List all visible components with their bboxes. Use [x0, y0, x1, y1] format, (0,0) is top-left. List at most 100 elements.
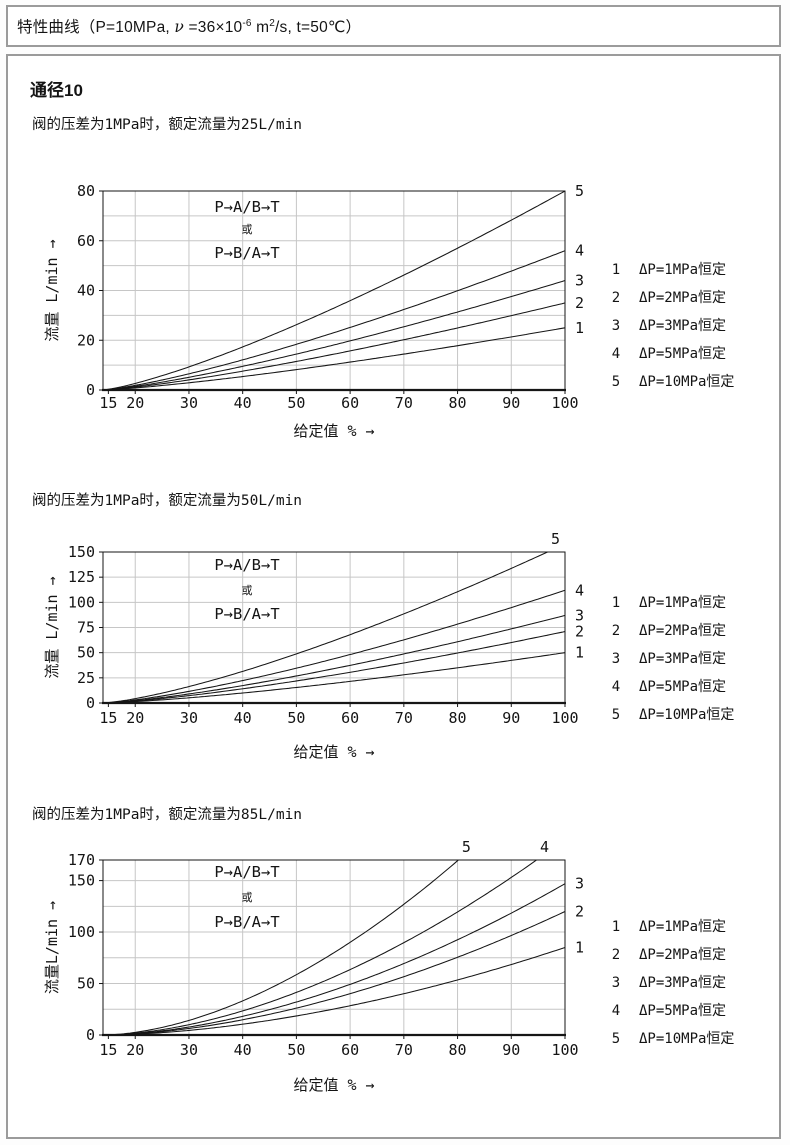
y-tick-label: 100 [68, 923, 95, 941]
x-tick-label: 60 [341, 394, 359, 412]
title-exponent: -6 [242, 17, 252, 29]
legend-row-1: 1 ΔP=1MPa恒定 [606, 913, 781, 941]
y-tick-label: 100 [68, 593, 95, 611]
legend-curve-label: ΔP=5MPa恒定 [639, 1003, 727, 1019]
curve-label-1: 1 [575, 644, 584, 662]
legend-curve-label: ΔP=1MPa恒定 [639, 595, 727, 611]
legend-row-1: 1 ΔP=1MPa恒定 [606, 589, 781, 617]
curve-label-3: 3 [575, 272, 584, 290]
legend-row-4: 4 ΔP=5MPa恒定 [606, 997, 781, 1025]
x-tick-label: 90 [502, 709, 520, 727]
x-axis-title: 给定值 % → [293, 422, 374, 440]
y-tick-label: 0 [86, 381, 95, 399]
legend-curve-number: 3 [611, 318, 621, 334]
y-axis-title: 流量 L/min → [43, 576, 61, 678]
flow-path-annotation: P→B/A→T [214, 244, 279, 262]
legend-curve-label: ΔP=10MPa恒定 [639, 707, 735, 723]
legend-row-3: 3 ΔP=3MPa恒定 [606, 312, 781, 340]
x-tick-label: 80 [449, 1041, 467, 1059]
title-exponent: 2 [269, 17, 276, 29]
curve-label-2: 2 [575, 294, 584, 312]
legend-row-1: 1 ΔP=1MPa恒定 [606, 256, 781, 284]
legend-curve-number: 5 [611, 374, 621, 390]
x-tick-label: 20 [126, 709, 144, 727]
curve-label-4: 4 [540, 838, 549, 856]
flow-path-annotation: P→A/B→T [214, 863, 279, 881]
curve-label-5: 5 [551, 530, 560, 548]
legend-curve-number: 2 [611, 290, 621, 306]
x-tick-label: 70 [395, 394, 413, 412]
legend-row-3: 3 ΔP=3MPa恒定 [606, 645, 781, 673]
legend-row-2: 2 ΔP=2MPa恒定 [606, 617, 781, 645]
y-tick-label: 20 [77, 331, 95, 349]
curve-1 [102, 327, 566, 391]
chart-2-legend: 1 ΔP=1MPa恒定 2 ΔP=2MPa恒定 3 ΔP=3MPa恒定 4 ΔP=5MPa恒定… [606, 589, 781, 729]
x-tick-label: 40 [234, 1041, 252, 1059]
x-tick-label: 15 [99, 709, 117, 727]
x-axis-title: 给定值 % → [293, 1076, 374, 1094]
legend-curve-label: ΔP=10MPa恒定 [639, 374, 735, 390]
legend-curve-number: 1 [611, 262, 621, 278]
x-tick-label: 70 [395, 1041, 413, 1059]
legend-curve-label: ΔP=3MPa恒定 [639, 975, 727, 991]
x-tick-label: 15 [99, 1041, 117, 1059]
curve-label-4: 4 [575, 242, 584, 260]
y-tick-label: 150 [68, 872, 95, 890]
curve-3 [102, 280, 566, 391]
x-tick-label: 90 [502, 1041, 520, 1059]
title-nu-symbol: ν [174, 18, 185, 36]
curve-2 [102, 630, 566, 704]
legend-row-5: 5 ΔP=10MPa恒定 [606, 701, 781, 729]
curve-label-5: 5 [462, 838, 471, 856]
y-tick-label: 0 [86, 694, 95, 712]
legend-curve-number: 2 [611, 947, 621, 963]
curve-2 [103, 911, 566, 1036]
legend-curve-label: ΔP=2MPa恒定 [639, 290, 727, 306]
title-text: =36×10 [184, 19, 243, 36]
curve-2 [102, 302, 566, 391]
title-text: 特性曲线（P=10MPa, [17, 19, 175, 36]
legend-curve-label: ΔP=3MPa恒定 [639, 651, 727, 667]
legend-curve-label: ΔP=5MPa恒定 [639, 346, 727, 362]
x-tick-label: 80 [449, 709, 467, 727]
curve-label-2: 2 [575, 902, 584, 920]
legend-curve-label: ΔP=2MPa恒定 [639, 947, 727, 963]
curve-5 [102, 551, 548, 704]
grid-lines [103, 191, 565, 390]
chart-1-subtitle: 阀的压差为1MPa时，额定流量为25L/min [32, 117, 303, 133]
y-tick-label: 80 [77, 182, 95, 200]
curve-4 [102, 589, 566, 704]
section-title: 通径10 [30, 81, 83, 100]
chart-2-plot: 15 20 30 40 50 60 70 80 90 1000255075100125150给定值… [43, 530, 584, 761]
curve-label-3: 3 [575, 606, 584, 624]
curve-3 [102, 614, 566, 704]
curve-5 [102, 190, 566, 391]
legend-curve-label: ΔP=1MPa恒定 [639, 262, 727, 278]
curve-label-3: 3 [575, 875, 584, 893]
x-tick-label: 50 [287, 1041, 305, 1059]
curve-label-1: 1 [575, 939, 584, 957]
legend-row-2: 2 ΔP=2MPa恒定 [606, 941, 781, 969]
x-tick-label: 30 [180, 709, 198, 727]
legend-curve-number: 1 [611, 919, 621, 935]
legend-curve-label: ΔP=10MPa恒定 [639, 1031, 735, 1047]
curve-5 [103, 859, 459, 1036]
y-tick-label: 25 [77, 669, 95, 687]
y-tick-label: 170 [68, 851, 95, 869]
x-tick-label: 40 [234, 709, 252, 727]
flow-path-annotation: P→B/A→T [214, 913, 279, 931]
legend-curve-label: ΔP=1MPa恒定 [639, 919, 727, 935]
legend-row-5: 5 ΔP=10MPa恒定 [606, 1025, 781, 1053]
y-tick-label: 75 [77, 619, 95, 637]
curve-label-1: 1 [575, 319, 584, 337]
legend-curve-number: 5 [611, 707, 621, 723]
x-tick-label: 70 [395, 709, 413, 727]
flow-path-annotation: P→A/B→T [214, 198, 279, 216]
x-tick-label: 60 [341, 709, 359, 727]
flow-path-annotation-or: 或 [242, 584, 253, 597]
x-tick-label: 60 [341, 1041, 359, 1059]
legend-curve-number: 3 [611, 651, 621, 667]
legend-curve-number: 1 [611, 595, 621, 611]
